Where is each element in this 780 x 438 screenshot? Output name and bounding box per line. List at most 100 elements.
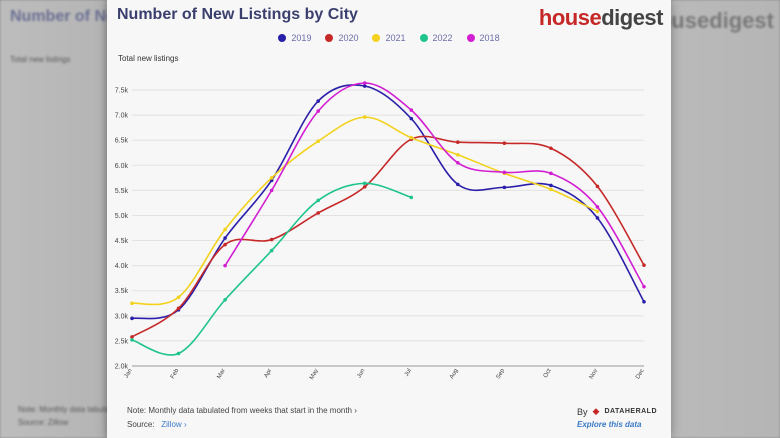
- data-point-2019: [642, 299, 646, 304]
- data-point-2018: [456, 160, 460, 165]
- data-point-2022: [362, 181, 367, 186]
- data-point-2019: [549, 183, 553, 188]
- x-tick-label: Dec: [635, 368, 646, 380]
- y-tick-label: 3.5k: [115, 288, 129, 295]
- legend-item-2022[interactable]: 2022: [419, 33, 453, 43]
- data-point-2022: [269, 248, 274, 253]
- brand-part-house: house: [538, 5, 602, 30]
- x-tick-label: Oct: [543, 368, 553, 379]
- data-point-2019: [409, 116, 414, 121]
- data-point-2021: [269, 176, 274, 180]
- background-note: Note: Monthly data tabulated: [18, 405, 121, 414]
- y-tick-label: 6.0k: [115, 163, 129, 170]
- series-line-2018: [224, 82, 645, 288]
- x-tick-label: Jan: [124, 368, 134, 379]
- data-point-2020: [176, 306, 181, 311]
- data-point-2018: [409, 108, 414, 112]
- dataherald-logo[interactable]: DATAHERALD: [604, 408, 658, 415]
- y-tick-label: 4.0k: [115, 263, 129, 270]
- background-subtitle: Total new listings: [10, 55, 71, 64]
- y-tick-label: 3.0k: [115, 313, 129, 320]
- x-tick-label: Mar: [216, 368, 226, 380]
- x-tick-label: May: [309, 368, 320, 381]
- y-tick-label: 5.0k: [115, 213, 129, 220]
- legend-dot-icon: [372, 34, 381, 42]
- y-tick-label: 7.0k: [115, 113, 129, 120]
- x-tick-label: Apr: [264, 368, 274, 379]
- x-tick-label: Nov: [589, 368, 600, 380]
- legend-label: 2022: [432, 33, 453, 43]
- data-point-2022: [409, 195, 414, 200]
- legend-label: 2020: [338, 33, 359, 43]
- note-arrow-icon: ›: [354, 406, 357, 415]
- data-point-2021: [362, 115, 367, 119]
- chart-card: Number of New Listings by City housedige…: [107, 0, 671, 438]
- y-axis-label: Total new listings: [118, 54, 179, 63]
- data-point-2020: [456, 140, 460, 145]
- dataherald-mark-icon: ◆: [592, 406, 600, 416]
- data-point-2018: [502, 170, 507, 175]
- y-tick-label: 6.5k: [115, 138, 129, 145]
- data-point-2021: [456, 152, 460, 157]
- source-line: Source: Zillow ›: [127, 420, 187, 429]
- source-link-zillow[interactable]: Zillow: [161, 420, 182, 429]
- data-point-2021: [549, 187, 553, 192]
- data-point-2020: [549, 146, 553, 151]
- x-tick-label: Jul: [404, 368, 413, 378]
- data-point-2018: [642, 284, 646, 289]
- data-point-2019: [316, 99, 320, 103]
- data-point-2020: [642, 263, 646, 267]
- data-point-2019: [456, 182, 460, 187]
- x-tick-label: Sep: [496, 367, 507, 380]
- x-tick-label: Jun: [356, 368, 366, 379]
- data-point-2020: [595, 184, 600, 189]
- brand-part-digest: digest: [601, 5, 663, 30]
- chart-title: Number of New Listings by City: [117, 6, 358, 23]
- data-point-2018: [269, 188, 274, 193]
- x-tick-label: Aug: [449, 368, 460, 380]
- housedigest-logo: housedigest: [538, 5, 664, 31]
- data-point-2022: [223, 297, 227, 302]
- legend-label: 2019: [291, 33, 312, 43]
- data-point-2020: [502, 141, 507, 146]
- data-point-2019: [502, 185, 507, 190]
- legend-dot-icon: [325, 34, 334, 42]
- data-point-2021: [130, 301, 134, 306]
- legend-item-2018[interactable]: 2018: [466, 33, 500, 43]
- legend-dot-icon: [278, 34, 287, 42]
- data-point-2018: [223, 263, 227, 268]
- legend-item-2019[interactable]: 2019: [278, 33, 311, 43]
- chart-legend: 2019 2020 2021 2022 2018: [107, 33, 671, 43]
- legend-label: 2018: [479, 33, 500, 43]
- legend-dot-icon: [466, 34, 475, 42]
- note-text: Note: Monthly data tabulated from weeks …: [127, 406, 353, 415]
- data-point-2022: [316, 198, 320, 203]
- data-point-2019: [223, 236, 227, 240]
- y-tick-label: 7.5k: [115, 88, 129, 95]
- y-tick-label: 5.5k: [115, 188, 129, 195]
- y-tick-label: 2.5k: [115, 338, 129, 345]
- data-point-2018: [595, 205, 600, 209]
- by-label: By: [577, 406, 588, 417]
- data-point-2020: [362, 185, 367, 189]
- data-point-2018: [549, 171, 553, 176]
- source-arrow-icon: ›: [183, 420, 187, 429]
- explore-data-link[interactable]: Explore this data: [577, 420, 642, 429]
- data-point-2020: [269, 237, 274, 242]
- data-point-2019: [362, 84, 367, 88]
- series-line-2020: [131, 135, 645, 338]
- data-point-2021: [176, 295, 181, 300]
- data-point-2020: [223, 242, 227, 247]
- series-line-2021: [131, 116, 598, 306]
- data-point-2021: [409, 135, 414, 140]
- data-point-2018: [316, 109, 320, 113]
- footer-note[interactable]: Note: Monthly data tabulated from weeks …: [127, 406, 357, 415]
- y-tick-label: 2.0k: [115, 364, 129, 371]
- legend-item-2021[interactable]: 2021: [372, 33, 406, 43]
- line-chart: 2.0k 2.5k 3.0k 3.5k 4.0k 4.5k 5.0k 5.5k 6.0k 6.5k…: [115, 81, 646, 381]
- x-tick-label: Feb: [170, 367, 181, 380]
- data-point-2021: [223, 227, 227, 232]
- data-point-2021: [316, 139, 320, 144]
- source-label: Source:: [127, 420, 155, 429]
- legend-item-2020[interactable]: 2020: [325, 33, 358, 43]
